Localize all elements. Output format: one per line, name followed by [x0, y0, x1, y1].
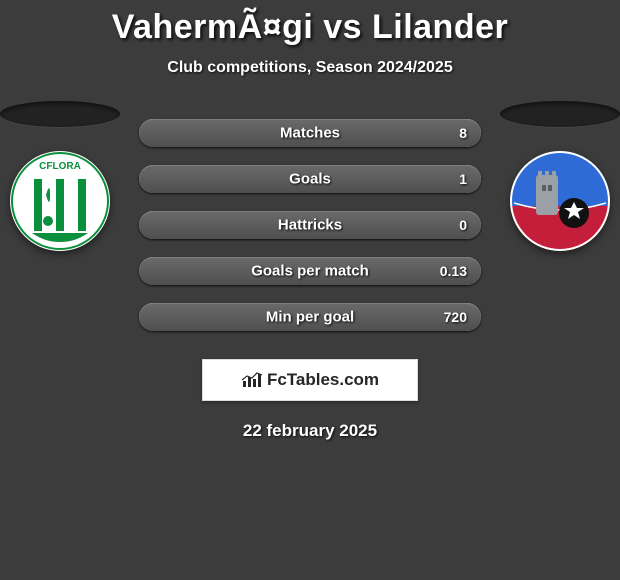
stat-label: Goals per match — [251, 263, 369, 280]
stat-value-right: 720 — [444, 309, 467, 325]
team-left-platform — [0, 101, 120, 127]
team-right-crest — [510, 151, 610, 251]
stat-row: Goals 1 — [139, 165, 481, 193]
paide-crest-icon — [510, 151, 610, 251]
stat-row: Min per goal 720 — [139, 303, 481, 331]
stat-value-right: 0 — [459, 217, 467, 233]
stat-row: Hattricks 0 — [139, 211, 481, 239]
stat-label: Hattricks — [278, 217, 342, 234]
team-left-crest: CFLORA — [10, 151, 110, 251]
stat-label: Goals — [289, 171, 331, 188]
brand-text: FcTables.com — [267, 370, 379, 390]
stat-label: Matches — [280, 125, 340, 142]
page-title: VahermÃ¤gi vs Lilander — [0, 8, 620, 47]
brand-label: FcTables.com — [241, 370, 379, 390]
team-left-column: CFLORA — [0, 101, 120, 251]
subtitle: Club competitions, Season 2024/2025 — [0, 59, 620, 77]
stat-value-right: 0.13 — [440, 263, 467, 279]
team-right-platform — [500, 101, 620, 127]
stat-row: Matches 8 — [139, 119, 481, 147]
comparison-area: CFLORA — [0, 119, 620, 331]
team-right-column — [500, 101, 620, 251]
stat-value-right: 8 — [459, 125, 467, 141]
infographic-root: VahermÃ¤gi vs Lilander Club competitions… — [0, 0, 620, 441]
stats-list: Matches 8 Goals 1 Hattricks 0 Goals per match 0… — [139, 119, 481, 331]
stat-row: Goals per match 0.13 — [139, 257, 481, 285]
bar-chart-icon — [241, 371, 263, 389]
date-label: 22 february 2025 — [0, 421, 620, 441]
stat-value-right: 1 — [459, 171, 467, 187]
stat-label: Min per goal — [266, 309, 354, 326]
svg-text:CFLORA: CFLORA — [39, 161, 81, 172]
brand-box: FcTables.com — [202, 359, 418, 401]
flora-crest-icon: CFLORA — [10, 151, 110, 251]
